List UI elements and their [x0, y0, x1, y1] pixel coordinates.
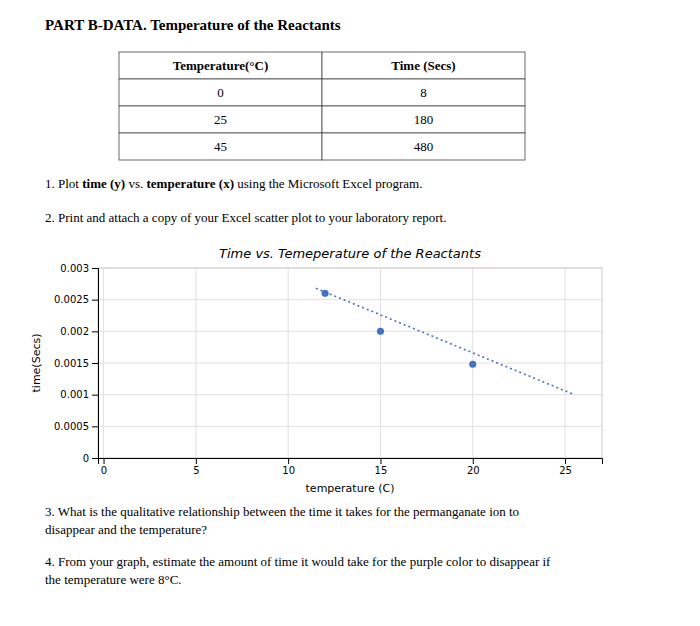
chart-title: Time vs. Temeperature of the Reactants — [219, 246, 481, 261]
page-title: PART B-DATA. Temperature of the Reactant… — [45, 17, 341, 33]
x-axis-tick-mark — [196, 458, 197, 464]
instruction-part: using the Microsoft Excel program. — [234, 176, 422, 191]
instruction-part: 1. Plot — [45, 176, 82, 191]
x-axis-line — [99, 459, 603, 465]
instruction-part: time (y) — [82, 176, 125, 191]
y-axis-tick: 0.001 — [60, 389, 98, 400]
y-axis-tick-mark — [92, 395, 98, 396]
y-axis-tick-label: 0.0025 — [54, 294, 89, 305]
y-axis-tick-label: 0.002 — [60, 326, 89, 337]
y-axis-line — [92, 269, 99, 459]
x-axis-tick-label: 20 — [467, 465, 480, 476]
y-axis-tick-mark — [92, 426, 98, 427]
grid-line-y — [98, 394, 602, 395]
chart: 051015202500.00050.0010.00150.0020.00250… — [30, 246, 603, 495]
scatter-point — [469, 361, 476, 368]
y-axis: 0 0.0005 0.001 0.0015 0.002 0.0025 0.003 — [54, 263, 99, 464]
instruction-part: 2. Print and attach a copy of your Excel… — [45, 210, 446, 225]
x-axis-tick: 0 — [101, 458, 107, 476]
table-value: 480 — [414, 139, 434, 154]
question-line: disappear and the temperature? — [45, 522, 207, 537]
question-line: 3. What is the qualitative relationship … — [45, 504, 519, 519]
x-axis-tick: 10 — [282, 458, 295, 476]
grid-line-y — [98, 363, 602, 364]
table-cell — [322, 106, 525, 133]
table-value: 8 — [420, 85, 427, 100]
plot-frame — [98, 268, 602, 458]
x-axis-tick: 20 — [467, 458, 480, 476]
instruction: 2. Print and attach a copy of your Excel… — [45, 210, 446, 225]
question: 4. From your graph, estimate the amount … — [45, 554, 551, 587]
scatter-point — [322, 290, 329, 297]
x-axis-tick-mark — [288, 458, 289, 464]
x-axis-tick: 15 — [375, 458, 388, 476]
y-axis-tick: 0.0015 — [54, 358, 98, 369]
x-axis-tick-label: 25 — [559, 465, 572, 476]
y-axis-tick-mark — [92, 363, 98, 364]
y-axis-tick: 0 — [83, 453, 98, 464]
table-cell — [119, 79, 322, 106]
table-header: Time (Secs) — [391, 58, 455, 73]
table-value: 180 — [414, 112, 434, 127]
y-axis-tick: 0.003 — [60, 263, 98, 274]
trend-line — [316, 288, 574, 394]
instruction: 1. Plot time (y) vs. temperature (x) usi… — [45, 176, 422, 191]
x-axis-title: temperature (C) — [306, 482, 395, 495]
table-cell — [322, 52, 525, 79]
grid — [98, 268, 602, 458]
x-axis-tick: 25 — [559, 458, 572, 476]
table-value: 0 — [217, 85, 224, 100]
y-axis-tick-mark — [92, 331, 98, 332]
y-axis-tick-mark — [92, 300, 98, 301]
y-axis-tick-label: 0.0015 — [54, 358, 89, 369]
y-axis-tick: 0.0005 — [54, 421, 98, 432]
table-value: 45 — [214, 139, 227, 154]
y-axis-tick-mark — [92, 268, 98, 269]
scatter-point — [377, 328, 384, 335]
table-cell — [119, 52, 322, 79]
marks — [316, 288, 574, 394]
question-line: the temperature were 8°C. — [45, 572, 182, 587]
x-axis-tick-label: 5 — [193, 465, 199, 476]
y-axis-tick-label: 0 — [83, 453, 89, 464]
grid-line-y — [98, 299, 602, 300]
x-axis-tick-label: 0 — [101, 465, 107, 476]
table-cell — [322, 133, 525, 160]
y-axis-tick: 0.0025 — [54, 294, 98, 305]
y-axis-tick-label: 0.003 — [60, 263, 89, 274]
data-table: Temperature(°C) Time (Secs) 0 8 25 180 45 480 — [119, 52, 525, 160]
x-axis-tick-mark — [565, 458, 566, 464]
x-axis-tick-label: 15 — [375, 465, 388, 476]
x-axis-tick-label: 10 — [282, 465, 295, 476]
question-line: 4. From your graph, estimate the amount … — [45, 554, 551, 569]
instruction-part: vs. — [125, 176, 146, 191]
y-axis-tick-label: 0.001 — [60, 389, 89, 400]
x-axis-tick-mark — [473, 458, 474, 464]
x-axis-tick-mark — [104, 458, 105, 464]
x-axis-tick: 5 — [193, 458, 199, 476]
x-axis-tick-mark — [380, 458, 381, 464]
table-header: Temperature(°C) — [173, 58, 268, 73]
y-axis-tick-mark — [92, 458, 98, 459]
grid-line-y — [98, 331, 602, 332]
page: PART B-DATA. Temperature of the Reactant… — [0, 0, 700, 626]
question: 3. What is the qualitative relationship … — [45, 504, 519, 537]
y-axis-title: time(Secs) — [30, 334, 43, 393]
y-axis-tick: 0.002 — [60, 326, 98, 337]
table-value: 25 — [214, 112, 227, 127]
table-cell — [119, 133, 322, 160]
instruction-part: temperature (x) — [146, 176, 233, 191]
table-cell — [119, 106, 322, 133]
x-axis: 0 5 10 15 20 25 — [99, 458, 603, 476]
grid-line-y — [98, 426, 602, 427]
y-axis-tick-label: 0.0005 — [54, 421, 89, 432]
table-cell — [322, 79, 525, 106]
